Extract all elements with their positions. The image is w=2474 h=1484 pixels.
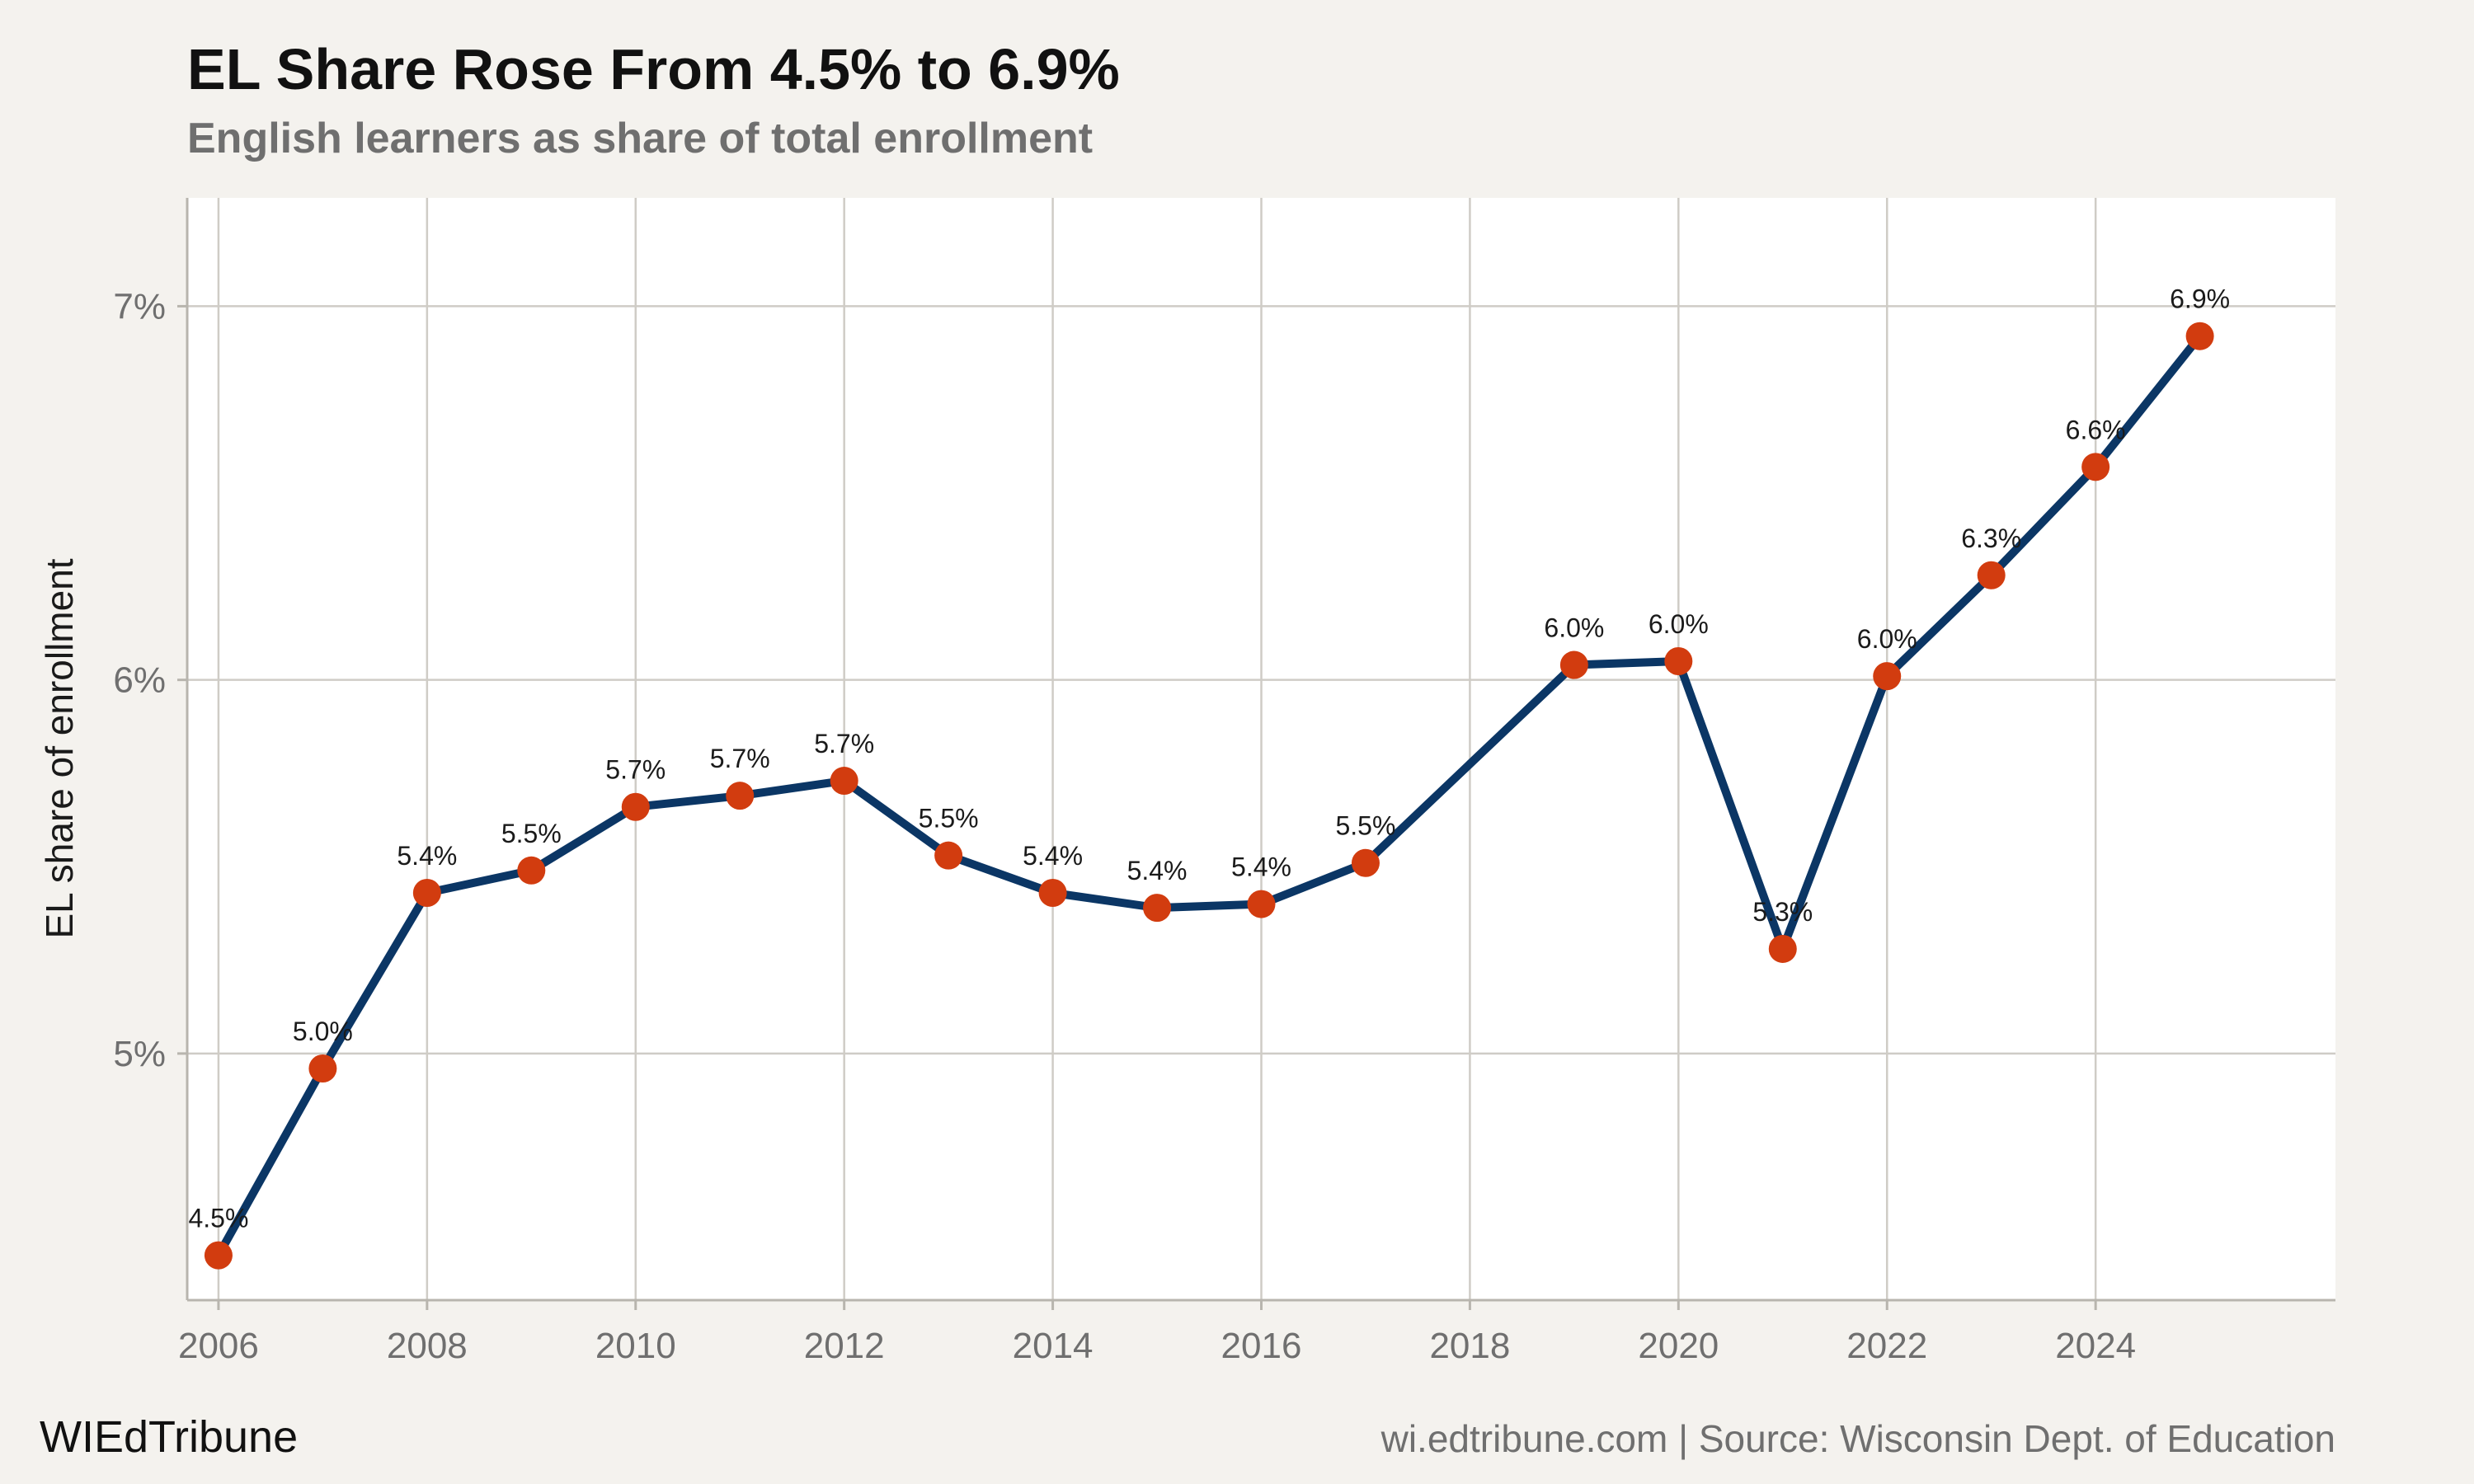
data-point-2012 [830,767,858,796]
data-label-2019: 6.0% [1544,613,1604,643]
x-axis-ticks: 2006 2008 2010 2012 2014 2016 2018 2020 2022 2024 [178,1300,2136,1366]
data-label-2012: 5.7% [814,729,874,758]
data-point-2007 [308,1054,337,1083]
y-axis-ticks: 5% 6% 7% [113,286,187,1074]
x-tick-label-2020: 2020 [1638,1326,1719,1366]
data-label-2007: 5.0% [293,1017,353,1046]
data-label-2006: 4.5% [188,1204,248,1233]
x-tick-label-2012: 2012 [804,1326,885,1366]
data-point-2016 [1247,890,1276,918]
data-point-2008 [412,878,441,907]
y-axis-title: EL share of enrollment [38,558,81,938]
x-tick-label-2010: 2010 [595,1326,676,1366]
data-label-2015: 5.4% [1127,856,1188,885]
data-point-2017 [1351,848,1380,877]
data-points [204,322,2214,1270]
data-label-2021: 5.3% [1752,897,1813,927]
data-label-2009: 5.5% [501,819,562,848]
data-point-2011 [726,782,755,810]
data-point-2015 [1143,894,1172,923]
data-labels: 4.5% 5.0% 5.4% 5.5% 5.7% 5.7% 5.7% 5.5% 5.4% 5.4%… [188,284,2230,1233]
data-point-2009 [517,856,546,885]
data-label-2008: 5.4% [397,841,457,871]
data-point-2019 [1559,650,1588,679]
data-point-2022 [1873,662,1902,691]
data-label-2013: 5.5% [919,804,979,834]
data-point-2013 [934,841,963,870]
data-label-2011: 5.7% [710,744,770,773]
y-tick-label-7: 7% [113,286,166,326]
chart-title: EL Share Rose From 4.5% to 6.9% [187,37,1120,101]
data-point-2023 [1977,561,2006,589]
data-label-2024: 6.6% [2066,415,2126,444]
data-label-2017: 5.5% [1335,811,1395,841]
y-tick-label-6: 6% [113,660,166,701]
data-point-2020 [1664,646,1693,675]
x-tick-label-2022: 2022 [1846,1326,1927,1366]
x-tick-label-2008: 2008 [387,1326,468,1366]
data-point-2025 [2185,322,2214,350]
data-point-2021 [1768,934,1797,963]
data-label-2022: 6.0% [1857,624,1917,654]
gridlines [187,198,2335,1300]
x-tick-label-2024: 2024 [2055,1326,2136,1366]
data-label-2025: 6.9% [2170,284,2230,314]
data-label-2014: 5.4% [1023,841,1083,871]
data-label-2023: 6.3% [1961,524,2021,553]
data-point-2006 [204,1241,233,1270]
x-tick-label-2018: 2018 [1429,1326,1510,1366]
source-credit: wi.edtribune.com | Source: Wisconsin Dep… [1380,1417,2335,1460]
data-label-2016: 5.4% [1231,852,1291,882]
chart-subtitle: English learners as share of total enrol… [187,115,1094,162]
data-label-2020: 6.0% [1649,609,1709,639]
x-tick-label-2016: 2016 [1221,1326,1302,1366]
y-tick-label-5: 5% [113,1034,166,1074]
data-point-2010 [621,792,650,821]
brand-logo-text: WIEdTribune [40,1412,299,1462]
data-label-2010: 5.7% [605,755,666,785]
x-tick-label-2014: 2014 [1013,1326,1094,1366]
x-tick-label-2006: 2006 [178,1326,259,1366]
data-point-2014 [1038,878,1067,907]
data-point-2024 [2081,453,2110,481]
